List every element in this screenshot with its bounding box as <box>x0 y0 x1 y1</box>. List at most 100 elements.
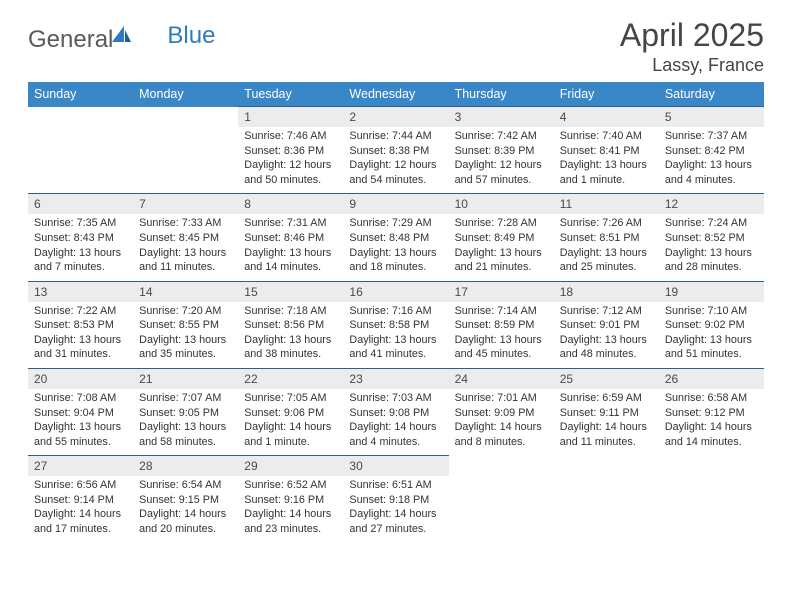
day-info-line: Daylight: 14 hours <box>244 420 337 435</box>
day-info-line: Daylight: 14 hours <box>349 420 442 435</box>
day-info-line: Sunset: 8:49 PM <box>455 231 548 246</box>
day-number: 17 <box>449 282 554 302</box>
day-number: 8 <box>238 194 343 214</box>
weekday-header: Friday <box>554 82 659 107</box>
day-cell: 23Sunrise: 7:03 AMSunset: 9:08 PMDayligh… <box>343 368 448 455</box>
day-cell: 13Sunrise: 7:22 AMSunset: 8:53 PMDayligh… <box>28 281 133 368</box>
day-number: 4 <box>554 107 659 127</box>
brand-word-2: Blue <box>167 22 215 50</box>
day-body: Sunrise: 7:46 AMSunset: 8:36 PMDaylight:… <box>238 127 343 193</box>
day-cell: 18Sunrise: 7:12 AMSunset: 9:01 PMDayligh… <box>554 281 659 368</box>
day-cell: 22Sunrise: 7:05 AMSunset: 9:06 PMDayligh… <box>238 368 343 455</box>
day-info-line: Daylight: 13 hours <box>560 246 653 261</box>
day-info-line: and 27 minutes. <box>349 522 442 537</box>
day-info-line: Sunset: 8:52 PM <box>665 231 758 246</box>
weekday-header: Tuesday <box>238 82 343 107</box>
day-number: 28 <box>133 456 238 476</box>
day-body: Sunrise: 6:59 AMSunset: 9:11 PMDaylight:… <box>554 389 659 455</box>
day-cell: 25Sunrise: 6:59 AMSunset: 9:11 PMDayligh… <box>554 368 659 455</box>
day-number: 24 <box>449 369 554 389</box>
day-info-line: Sunset: 8:42 PM <box>665 144 758 159</box>
day-info-line: and 7 minutes. <box>34 260 127 275</box>
day-body: Sunrise: 7:26 AMSunset: 8:51 PMDaylight:… <box>554 214 659 280</box>
day-body: Sunrise: 7:08 AMSunset: 9:04 PMDaylight:… <box>28 389 133 455</box>
day-info-line: and 11 minutes. <box>139 260 232 275</box>
weekday-header-row: SundayMondayTuesdayWednesdayThursdayFrid… <box>28 82 764 107</box>
day-info-line: and 20 minutes. <box>139 522 232 537</box>
title-block: April 2025 Lassy, France <box>620 18 764 76</box>
day-body: Sunrise: 7:16 AMSunset: 8:58 PMDaylight:… <box>343 302 448 368</box>
day-info-line: Sunset: 8:59 PM <box>455 318 548 333</box>
day-cell: 21Sunrise: 7:07 AMSunset: 9:05 PMDayligh… <box>133 368 238 455</box>
day-info-line: and 14 minutes. <box>665 435 758 450</box>
day-info-line: Sunrise: 7:01 AM <box>455 391 548 406</box>
day-body: Sunrise: 6:56 AMSunset: 9:14 PMDaylight:… <box>28 476 133 542</box>
day-cell: 8Sunrise: 7:31 AMSunset: 8:46 PMDaylight… <box>238 194 343 281</box>
day-info-line: Sunrise: 7:35 AM <box>34 216 127 231</box>
day-cell: 9Sunrise: 7:29 AMSunset: 8:48 PMDaylight… <box>343 194 448 281</box>
calendar-week-row: 13Sunrise: 7:22 AMSunset: 8:53 PMDayligh… <box>28 281 764 368</box>
day-info-line: Daylight: 12 hours <box>455 158 548 173</box>
day-info-line: and 4 minutes. <box>349 435 442 450</box>
day-info-line: and 45 minutes. <box>455 347 548 362</box>
day-cell: 30Sunrise: 6:51 AMSunset: 9:18 PMDayligh… <box>343 456 448 543</box>
day-info-line: Sunrise: 7:14 AM <box>455 304 548 319</box>
day-info-line: Sunset: 8:51 PM <box>560 231 653 246</box>
day-number: 6 <box>28 194 133 214</box>
day-info-line: and 28 minutes. <box>665 260 758 275</box>
day-info-line: Daylight: 13 hours <box>139 333 232 348</box>
day-body: Sunrise: 7:10 AMSunset: 9:02 PMDaylight:… <box>659 302 764 368</box>
day-cell: 14Sunrise: 7:20 AMSunset: 8:55 PMDayligh… <box>133 281 238 368</box>
day-body: Sunrise: 7:18 AMSunset: 8:56 PMDaylight:… <box>238 302 343 368</box>
day-info-line: and 11 minutes. <box>560 435 653 450</box>
brand-logo: General Blue <box>28 18 181 54</box>
day-number: 11 <box>554 194 659 214</box>
day-info-line: Sunset: 8:41 PM <box>560 144 653 159</box>
day-number: 2 <box>343 107 448 127</box>
day-number: 9 <box>343 194 448 214</box>
day-number: 13 <box>28 282 133 302</box>
day-info-line: Sunrise: 6:58 AM <box>665 391 758 406</box>
day-info-line: Daylight: 13 hours <box>665 158 758 173</box>
day-body: Sunrise: 7:03 AMSunset: 9:08 PMDaylight:… <box>343 389 448 455</box>
day-info-line: Sunset: 9:04 PM <box>34 406 127 421</box>
day-number: 20 <box>28 369 133 389</box>
day-body: Sunrise: 7:01 AMSunset: 9:09 PMDaylight:… <box>449 389 554 455</box>
day-body: Sunrise: 7:37 AMSunset: 8:42 PMDaylight:… <box>659 127 764 193</box>
day-info-line: Sunset: 8:55 PM <box>139 318 232 333</box>
day-info-line: Sunset: 9:12 PM <box>665 406 758 421</box>
day-info-line: Daylight: 12 hours <box>349 158 442 173</box>
day-cell: 4Sunrise: 7:40 AMSunset: 8:41 PMDaylight… <box>554 107 659 194</box>
location-text: Lassy, France <box>620 55 764 76</box>
day-cell: 20Sunrise: 7:08 AMSunset: 9:04 PMDayligh… <box>28 368 133 455</box>
day-info-line: Daylight: 14 hours <box>244 507 337 522</box>
day-info-line: and 1 minute. <box>560 173 653 188</box>
day-cell: 17Sunrise: 7:14 AMSunset: 8:59 PMDayligh… <box>449 281 554 368</box>
day-info-line: Daylight: 14 hours <box>560 420 653 435</box>
day-cell: 7Sunrise: 7:33 AMSunset: 8:45 PMDaylight… <box>133 194 238 281</box>
day-number: 3 <box>449 107 554 127</box>
day-info-line: Daylight: 13 hours <box>560 158 653 173</box>
day-info-line: Sunset: 8:36 PM <box>244 144 337 159</box>
day-info-line: Sunset: 9:09 PM <box>455 406 548 421</box>
day-cell: 6Sunrise: 7:35 AMSunset: 8:43 PMDaylight… <box>28 194 133 281</box>
day-info-line: Sunset: 8:48 PM <box>349 231 442 246</box>
day-body: Sunrise: 7:20 AMSunset: 8:55 PMDaylight:… <box>133 302 238 368</box>
day-info-line: Sunrise: 7:24 AM <box>665 216 758 231</box>
day-number: 16 <box>343 282 448 302</box>
day-cell: 19Sunrise: 7:10 AMSunset: 9:02 PMDayligh… <box>659 281 764 368</box>
day-cell: 29Sunrise: 6:52 AMSunset: 9:16 PMDayligh… <box>238 456 343 543</box>
day-info-line: Daylight: 13 hours <box>455 246 548 261</box>
day-body: Sunrise: 7:29 AMSunset: 8:48 PMDaylight:… <box>343 214 448 280</box>
day-info-line: Sunrise: 7:44 AM <box>349 129 442 144</box>
empty-cell <box>659 456 764 543</box>
day-body: Sunrise: 7:44 AMSunset: 8:38 PMDaylight:… <box>343 127 448 193</box>
day-info-line: Daylight: 13 hours <box>244 246 337 261</box>
day-info-line: and 41 minutes. <box>349 347 442 362</box>
day-number: 29 <box>238 456 343 476</box>
day-body: Sunrise: 7:22 AMSunset: 8:53 PMDaylight:… <box>28 302 133 368</box>
day-number: 25 <box>554 369 659 389</box>
day-info-line: Daylight: 13 hours <box>244 333 337 348</box>
day-number: 27 <box>28 456 133 476</box>
day-info-line: Sunrise: 7:28 AM <box>455 216 548 231</box>
